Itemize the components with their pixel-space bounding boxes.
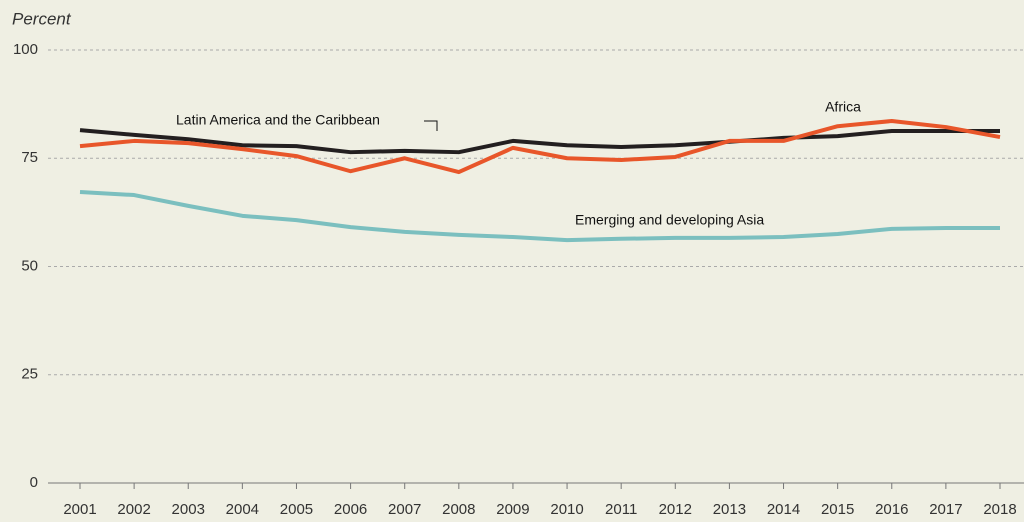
x-tick-label: 2012	[659, 501, 692, 518]
series-label: Emerging and developing Asia	[575, 212, 764, 228]
x-tick-label: 2011	[605, 501, 637, 518]
y-tick-label: 100	[13, 41, 38, 58]
x-tick-label: 2007	[388, 501, 421, 518]
x-tick-label: 2005	[280, 501, 313, 518]
x-tick-label: 2006	[334, 501, 367, 518]
chart-title: Percent	[12, 9, 72, 28]
y-tick-label: 25	[21, 366, 38, 383]
x-tick-label: 2013	[713, 501, 746, 518]
y-tick-label: 50	[21, 257, 38, 274]
y-tick-label: 0	[30, 474, 38, 491]
x-tick-label: 2001	[63, 501, 96, 518]
x-tick-label: 2004	[226, 501, 259, 518]
x-tick-label: 2009	[496, 501, 529, 518]
series-line	[79, 190, 1000, 243]
x-tick-label: 2010	[550, 501, 583, 518]
leader-line	[424, 120, 438, 131]
x-tick-label: 2016	[875, 501, 908, 518]
x-tick-label: 2002	[117, 501, 150, 518]
series-line	[79, 119, 1001, 175]
x-tick-label: 2017	[929, 501, 962, 518]
series-label: Africa	[825, 99, 861, 115]
series-line	[79, 128, 1000, 155]
series-label: Latin America and the Caribbean	[176, 112, 380, 128]
y-tick-label: 75	[21, 149, 38, 166]
x-tick-label: 2014	[767, 501, 800, 518]
x-tick-label: 2018	[983, 501, 1016, 518]
x-tick-label: 2003	[172, 501, 205, 518]
x-tick-label: 2008	[442, 501, 475, 518]
x-tick-label: 2015	[821, 501, 854, 518]
